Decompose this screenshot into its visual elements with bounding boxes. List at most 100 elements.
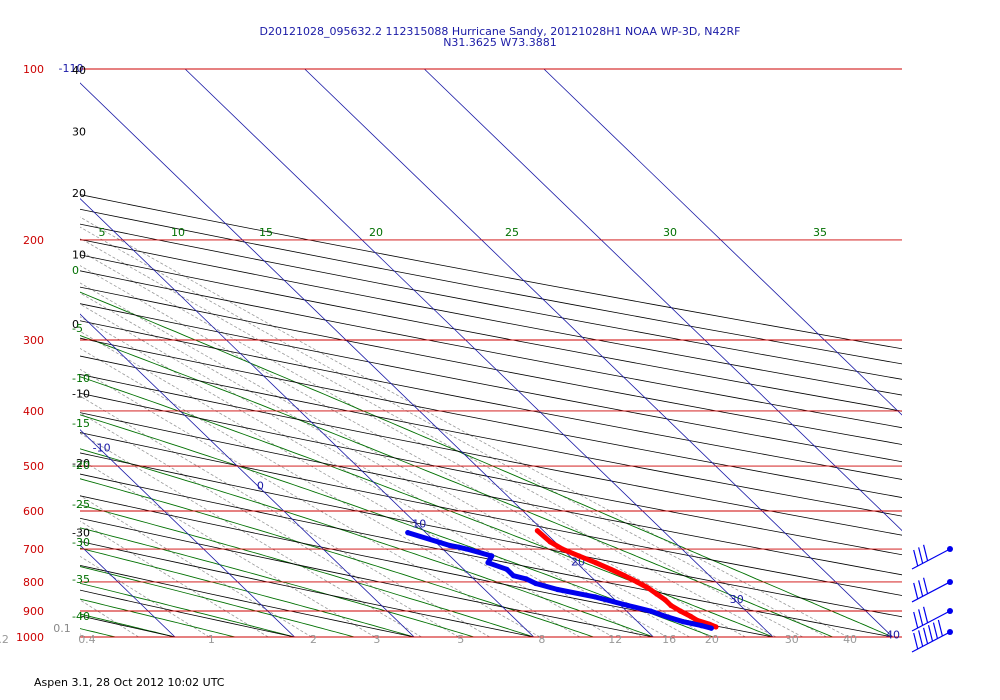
isotherm <box>184 69 774 638</box>
mixing-ratio-label: 30 <box>785 633 799 646</box>
moist-adiabat <box>80 547 415 638</box>
wind-barb-feather <box>918 609 924 626</box>
temperature-point <box>576 553 582 559</box>
dry-adiabat-label: 40 <box>72 64 86 77</box>
mixing-ratio-line <box>80 316 643 638</box>
mixing-ratio-label: 3 <box>373 633 380 646</box>
isotherm <box>304 69 893 638</box>
moist-adiabat <box>80 504 534 638</box>
wind-barb <box>911 544 953 570</box>
mixing-ratio-line <box>80 555 210 638</box>
moist-adiabat-left-label: -10 <box>72 372 90 385</box>
dry-adiabat <box>80 452 902 618</box>
moist-adiabat <box>80 566 355 638</box>
dry-adiabat <box>80 589 295 638</box>
moist-adiabat-left-label: -20 <box>72 459 90 472</box>
dry-adiabat <box>80 392 902 556</box>
wind-barb-feather <box>913 549 919 567</box>
pressure-tick-label: 200 <box>23 234 44 247</box>
wind-barb-staff <box>911 548 951 570</box>
dewpoint-point <box>555 586 561 593</box>
pressure-tick-label: 700 <box>23 543 44 556</box>
dewpoint-point <box>625 602 631 609</box>
isotherm-label: 0 <box>257 480 264 493</box>
dry-adiabats <box>80 194 902 638</box>
temperature-point <box>645 585 651 591</box>
mixing-ratio-label: 16 <box>662 633 676 646</box>
dry-adiabat <box>80 355 902 517</box>
moist-adiabat <box>80 414 714 638</box>
dry-adiabat-label: 20 <box>72 187 86 200</box>
dewpoint-point <box>510 573 516 579</box>
mixing-ratio-line <box>80 432 422 638</box>
mixing-ratio-label: 8 <box>538 633 545 646</box>
temperature-trace <box>534 528 719 630</box>
pressure-tick-label: 800 <box>23 576 44 589</box>
dewpoint-point <box>680 619 686 625</box>
isotherm <box>543 69 902 416</box>
isotherm-label: -110 <box>59 62 84 75</box>
isotherm-label: 10 <box>412 517 426 530</box>
dry-adiabat <box>80 286 902 445</box>
pressure-tick-label: 400 <box>23 405 44 418</box>
mixing-ratio-label: 0.2 <box>0 633 9 646</box>
pressure-tick-label: 100 <box>23 63 44 76</box>
mixing-ratio-label: 5 <box>457 633 464 646</box>
chart-subtitle: N31.3625 W73.3881 <box>443 36 557 49</box>
dry-adiabat-label: -30 <box>72 527 90 540</box>
dry-adiabat <box>80 223 902 380</box>
mixing-ratio-label: 40 <box>843 633 857 646</box>
mixing-ratio-line <box>80 458 376 638</box>
moist-adiabat-left-label: -30 <box>72 536 90 549</box>
dry-adiabat <box>80 374 902 536</box>
moist-adiabat-left-label: 0 <box>72 264 79 277</box>
sounding-traces <box>405 528 719 631</box>
moist-adiabat <box>80 291 893 638</box>
mixing-ratio-label: 12 <box>608 633 622 646</box>
moist-adiabat-left-label: -35 <box>72 573 90 586</box>
dry-adiabat <box>80 541 534 638</box>
dewpoint-point <box>592 594 598 600</box>
moist-adiabat-label: 15 <box>259 226 273 239</box>
wind-barb <box>911 619 953 653</box>
wind-barb-feather <box>918 547 924 564</box>
pressure-tick-label: 900 <box>23 605 44 618</box>
moist-adiabat <box>80 628 116 638</box>
moist-adiabat <box>80 334 833 638</box>
dewpoint-point <box>405 530 411 536</box>
wind-barb-feather <box>927 625 934 642</box>
mixing-ratio-label: 0.1 <box>53 622 71 635</box>
dewpoint-point <box>698 623 705 629</box>
mixing-ratio-line <box>80 303 668 638</box>
isotherm-label: 30 <box>730 593 744 606</box>
dry-adiabat <box>80 412 902 576</box>
isotherm-label: 40 <box>886 629 900 642</box>
moist-adiabat-left-label: -5 <box>72 322 83 335</box>
mixing-ratio-line <box>80 368 541 638</box>
dewpoint-point <box>456 544 462 550</box>
mixing-ratio-line <box>80 216 849 638</box>
moist-adiabat-label: 35 <box>813 226 827 239</box>
dry-adiabat <box>80 194 902 350</box>
dewpoint-point <box>485 560 491 566</box>
mixing-ratio-label: 2 <box>310 633 317 646</box>
dewpoint-point <box>447 542 453 549</box>
wind-barb <box>911 577 953 603</box>
mixing-ratio-line <box>80 520 269 638</box>
mixing-ratio-line <box>80 237 803 638</box>
dewpoint-point <box>663 613 669 620</box>
mixing-ratio-line <box>80 250 777 638</box>
moist-adiabat-left-label: -15 <box>72 417 90 430</box>
wind-barb-feather <box>913 611 919 629</box>
moist-adiabat-left-label: -40 <box>72 610 90 623</box>
isotherm <box>80 313 415 638</box>
temperature-point <box>547 539 553 545</box>
temperature-point <box>654 591 660 597</box>
wind-barb-staff <box>911 631 951 653</box>
dewpoint-point <box>489 553 495 559</box>
wind-barb-feather <box>922 606 929 623</box>
temperature-point <box>662 597 668 603</box>
moist-adiabat-label: 30 <box>663 226 677 239</box>
temperature-point <box>688 613 694 620</box>
dry-adiabat <box>80 517 654 638</box>
